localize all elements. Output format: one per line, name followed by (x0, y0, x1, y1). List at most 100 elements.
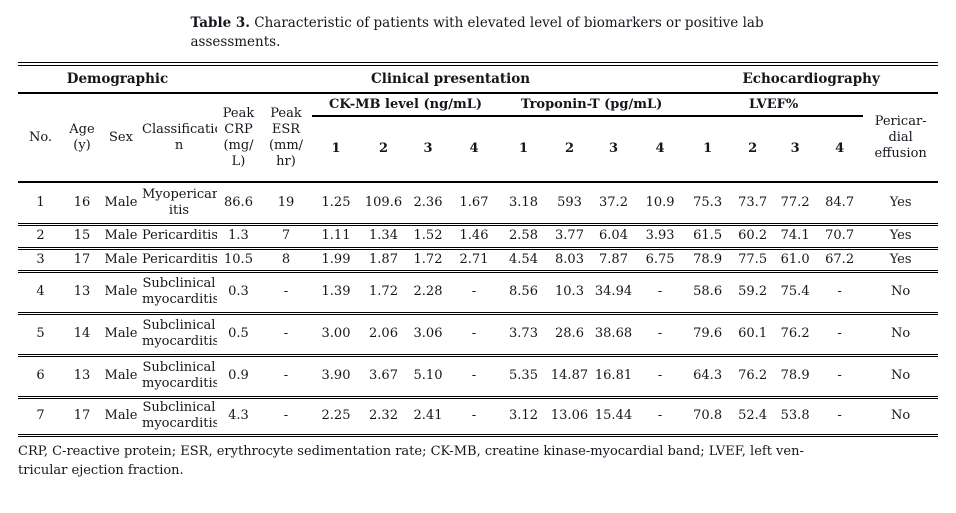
cell-sex: Male (101, 397, 141, 437)
cell-no: 4 (18, 271, 63, 315)
subcol-lvef-3: 3 (774, 116, 817, 183)
cell-troponin-3: 15.44 (591, 397, 636, 437)
col-header-sex: Sex (101, 93, 141, 183)
cell-ckmb-2: 2.06 (360, 313, 407, 357)
group-header-echocardiography: Echocardiography (684, 64, 939, 94)
subcolumn-header-row: 1 2 3 4 1 2 3 4 1 2 3 4 (18, 116, 938, 183)
cell-troponin-4: - (636, 355, 685, 399)
cell-classification: Subclinical myocarditis (141, 271, 217, 315)
cell-esr: 8 (260, 248, 312, 273)
subcol-lvef-2: 2 (731, 116, 775, 183)
cell-ckmb-3: 5.10 (407, 355, 449, 399)
cell-ckmb-3: 2.28 (407, 271, 449, 315)
cell-classification: Subclinical myocarditis (141, 355, 217, 399)
cell-effusion: No (863, 313, 939, 357)
cell-ckmb-4: 2.71 (449, 248, 499, 273)
cell-age: 17 (63, 397, 101, 437)
cell-esr: - (260, 355, 312, 399)
table-footnote: CRP, C-reactive protein; ESR, erythrocyt… (18, 443, 804, 478)
cell-lvef-1: 58.6 (684, 271, 732, 315)
cell-troponin-2: 13.06 (548, 397, 591, 437)
cell-troponin-1: 2.58 (499, 224, 548, 250)
cell-troponin-3: 6.04 (591, 224, 636, 250)
cell-lvef-2: 73.7 (731, 182, 775, 226)
table-row: 5 14 Male Subclinical myocarditis 0.5 - … (18, 313, 939, 357)
cell-crp: 0.5 (217, 313, 260, 357)
cell-troponin-3: 7.87 (591, 248, 636, 273)
table-row: 4 13 Male Subclinical myocarditis 0.3 - … (18, 271, 939, 315)
cell-ckmb-4: - (449, 313, 499, 357)
cell-ckmb-2: 109.6 (360, 182, 407, 226)
cell-troponin-4: - (636, 271, 685, 315)
cell-lvef-1: 75.3 (684, 182, 732, 226)
cell-classification: Myopericard itis (141, 182, 217, 226)
cell-age: 13 (63, 355, 101, 399)
cell-age: 15 (63, 224, 101, 250)
cell-troponin-1: 8.56 (499, 271, 548, 315)
cell-lvef-4: - (816, 271, 864, 315)
cell-troponin-4: 3.93 (636, 224, 685, 250)
cell-troponin-1: 3.12 (499, 397, 548, 437)
cell-esr: - (260, 313, 312, 357)
cell-troponin-1: 3.73 (499, 313, 548, 357)
cell-troponin-2: 10.3 (548, 271, 591, 315)
cell-age: 16 (63, 182, 101, 226)
cell-ckmb-3: 1.52 (407, 224, 449, 250)
cell-troponin-2: 28.6 (548, 313, 591, 357)
cell-classification: Pericarditis (141, 248, 217, 273)
table-row: 2 15 Male Pericarditis 1.3 7 1.11 1.34 1… (18, 224, 939, 250)
cell-lvef-2: 52.4 (731, 397, 775, 437)
cell-age: 13 (63, 271, 101, 315)
subcol-ckmb-4: 4 (449, 116, 499, 183)
cell-ckmb-2: 3.67 (360, 355, 407, 399)
subcol-ckmb-3: 3 (407, 116, 449, 183)
cell-age: 17 (63, 248, 101, 273)
cell-crp: 4.3 (217, 397, 260, 437)
cell-sex: Male (101, 313, 141, 357)
cell-ckmb-3: 1.72 (407, 248, 449, 273)
cell-esr: - (260, 397, 312, 437)
cell-lvef-3: 78.9 (774, 355, 817, 399)
cell-lvef-3: 77.2 (774, 182, 817, 226)
col-header-troponin: Troponin-T (pg/mL) (499, 93, 685, 117)
cell-lvef-4: - (816, 397, 864, 437)
cell-troponin-1: 4.54 (499, 248, 548, 273)
cell-esr: 7 (260, 224, 312, 250)
cell-crp: 10.5 (217, 248, 260, 273)
subcol-lvef-1: 1 (684, 116, 732, 183)
col-header-age: Age (y) (63, 93, 101, 183)
cell-lvef-3: 53.8 (774, 397, 817, 437)
table-caption: Table 3. Characteristic of patients with… (191, 14, 766, 52)
cell-no: 2 (18, 224, 63, 250)
cell-troponin-4: 10.9 (636, 182, 685, 226)
cell-troponin-1: 5.35 (499, 355, 548, 399)
cell-lvef-2: 76.2 (731, 355, 775, 399)
cell-ckmb-1: 1.99 (312, 248, 360, 273)
cell-effusion: Yes (863, 182, 939, 226)
cell-troponin-4: 6.75 (636, 248, 685, 273)
cell-ckmb-1: 3.00 (312, 313, 360, 357)
cell-lvef-1: 70.8 (684, 397, 732, 437)
cell-esr: - (260, 271, 312, 315)
cell-lvef-3: 76.2 (774, 313, 817, 357)
cell-ckmb-4: - (449, 355, 499, 399)
cell-ckmb-4: 1.46 (449, 224, 499, 250)
group-header-clinical-presentation: Clinical presentation (217, 64, 685, 94)
cell-lvef-3: 75.4 (774, 271, 817, 315)
cell-ckmb-4: - (449, 271, 499, 315)
cell-lvef-1: 64.3 (684, 355, 732, 399)
cell-lvef-3: 74.1 (774, 224, 817, 250)
patients-table: Demographic Clinical presentation Echoca… (18, 62, 939, 437)
subcol-troponin-4: 4 (636, 116, 685, 183)
cell-sex: Male (101, 355, 141, 399)
cell-troponin-3: 16.81 (591, 355, 636, 399)
cell-effusion: No (863, 355, 939, 399)
cell-ckmb-2: 2.32 (360, 397, 407, 437)
subcol-ckmb-1: 1 (312, 116, 360, 183)
cell-crp: 0.3 (217, 271, 260, 315)
cell-troponin-3: 38.68 (591, 313, 636, 357)
cell-ckmb-2: 1.72 (360, 271, 407, 315)
cell-lvef-1: 78.9 (684, 248, 732, 273)
subcol-ckmb-2: 2 (360, 116, 407, 183)
